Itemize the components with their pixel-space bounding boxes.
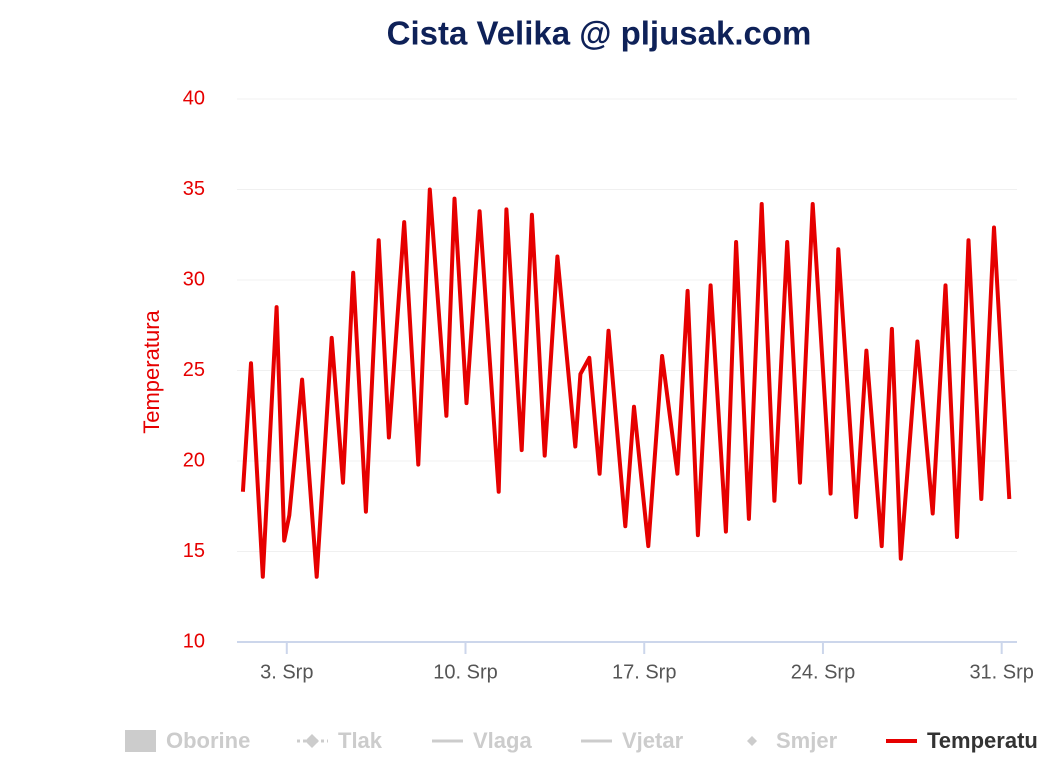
y-tick-label: 20	[183, 449, 205, 471]
y-tick-label: 25	[183, 359, 205, 381]
legend-label[interactable]: Vlaga	[473, 728, 532, 753]
chart-title: Cista Velika @ pljusak.com	[387, 15, 812, 52]
legend-label[interactable]: Smjer	[776, 728, 838, 753]
legend-symbol	[125, 730, 156, 752]
line-series	[240, 187, 1012, 579]
legend-label[interactable]: Tlak	[338, 728, 383, 753]
y-tick-label: 30	[183, 268, 205, 290]
x-tick-label: 10. Srp	[433, 661, 497, 683]
legend-symbol	[305, 734, 319, 748]
y-tick-label: 10	[183, 630, 205, 652]
y-tick-label: 35	[183, 178, 205, 200]
y-tick-label: 15	[183, 540, 205, 562]
x-tick-label: 3. Srp	[260, 661, 313, 683]
y-axis-title: Temperatura	[139, 309, 164, 433]
legend-symbol	[747, 736, 757, 746]
legend-label[interactable]: Vjetar	[622, 728, 684, 753]
x-tick-label: 31. Srp	[969, 661, 1033, 683]
y-tick-label: 40	[183, 87, 205, 109]
x-tick-label: 17. Srp	[612, 661, 676, 683]
legend-label[interactable]: Oborine	[166, 728, 250, 753]
x-tick-label: 24. Srp	[791, 661, 855, 683]
legend-label[interactable]: Temperatura	[927, 728, 1038, 753]
